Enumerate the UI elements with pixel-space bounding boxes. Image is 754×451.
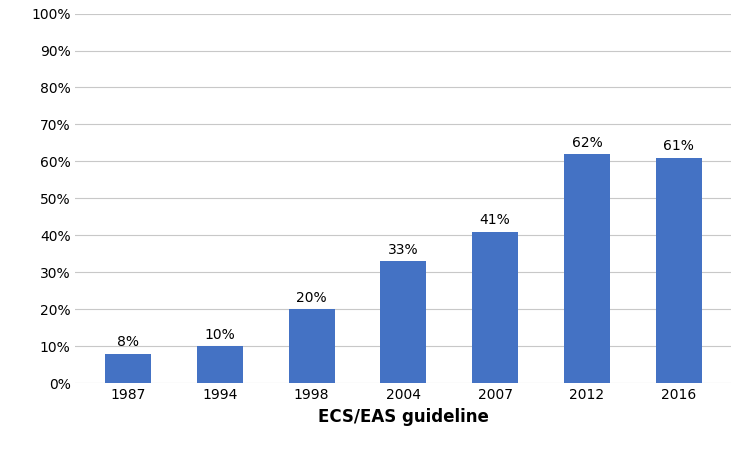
Text: 10%: 10% [204, 328, 235, 342]
Bar [106, 354, 151, 383]
Bar [289, 309, 335, 383]
Text: 61%: 61% [664, 139, 694, 153]
Text: 8%: 8% [117, 336, 139, 350]
Bar [656, 158, 701, 383]
Bar [381, 261, 426, 383]
Bar [197, 346, 243, 383]
Bar [564, 154, 610, 383]
Text: 20%: 20% [296, 291, 327, 305]
Text: 41%: 41% [480, 213, 510, 227]
Bar [472, 232, 518, 383]
Text: 62%: 62% [572, 136, 602, 150]
X-axis label: ECS/EAS guideline: ECS/EAS guideline [318, 408, 489, 426]
Text: 33%: 33% [388, 243, 418, 257]
